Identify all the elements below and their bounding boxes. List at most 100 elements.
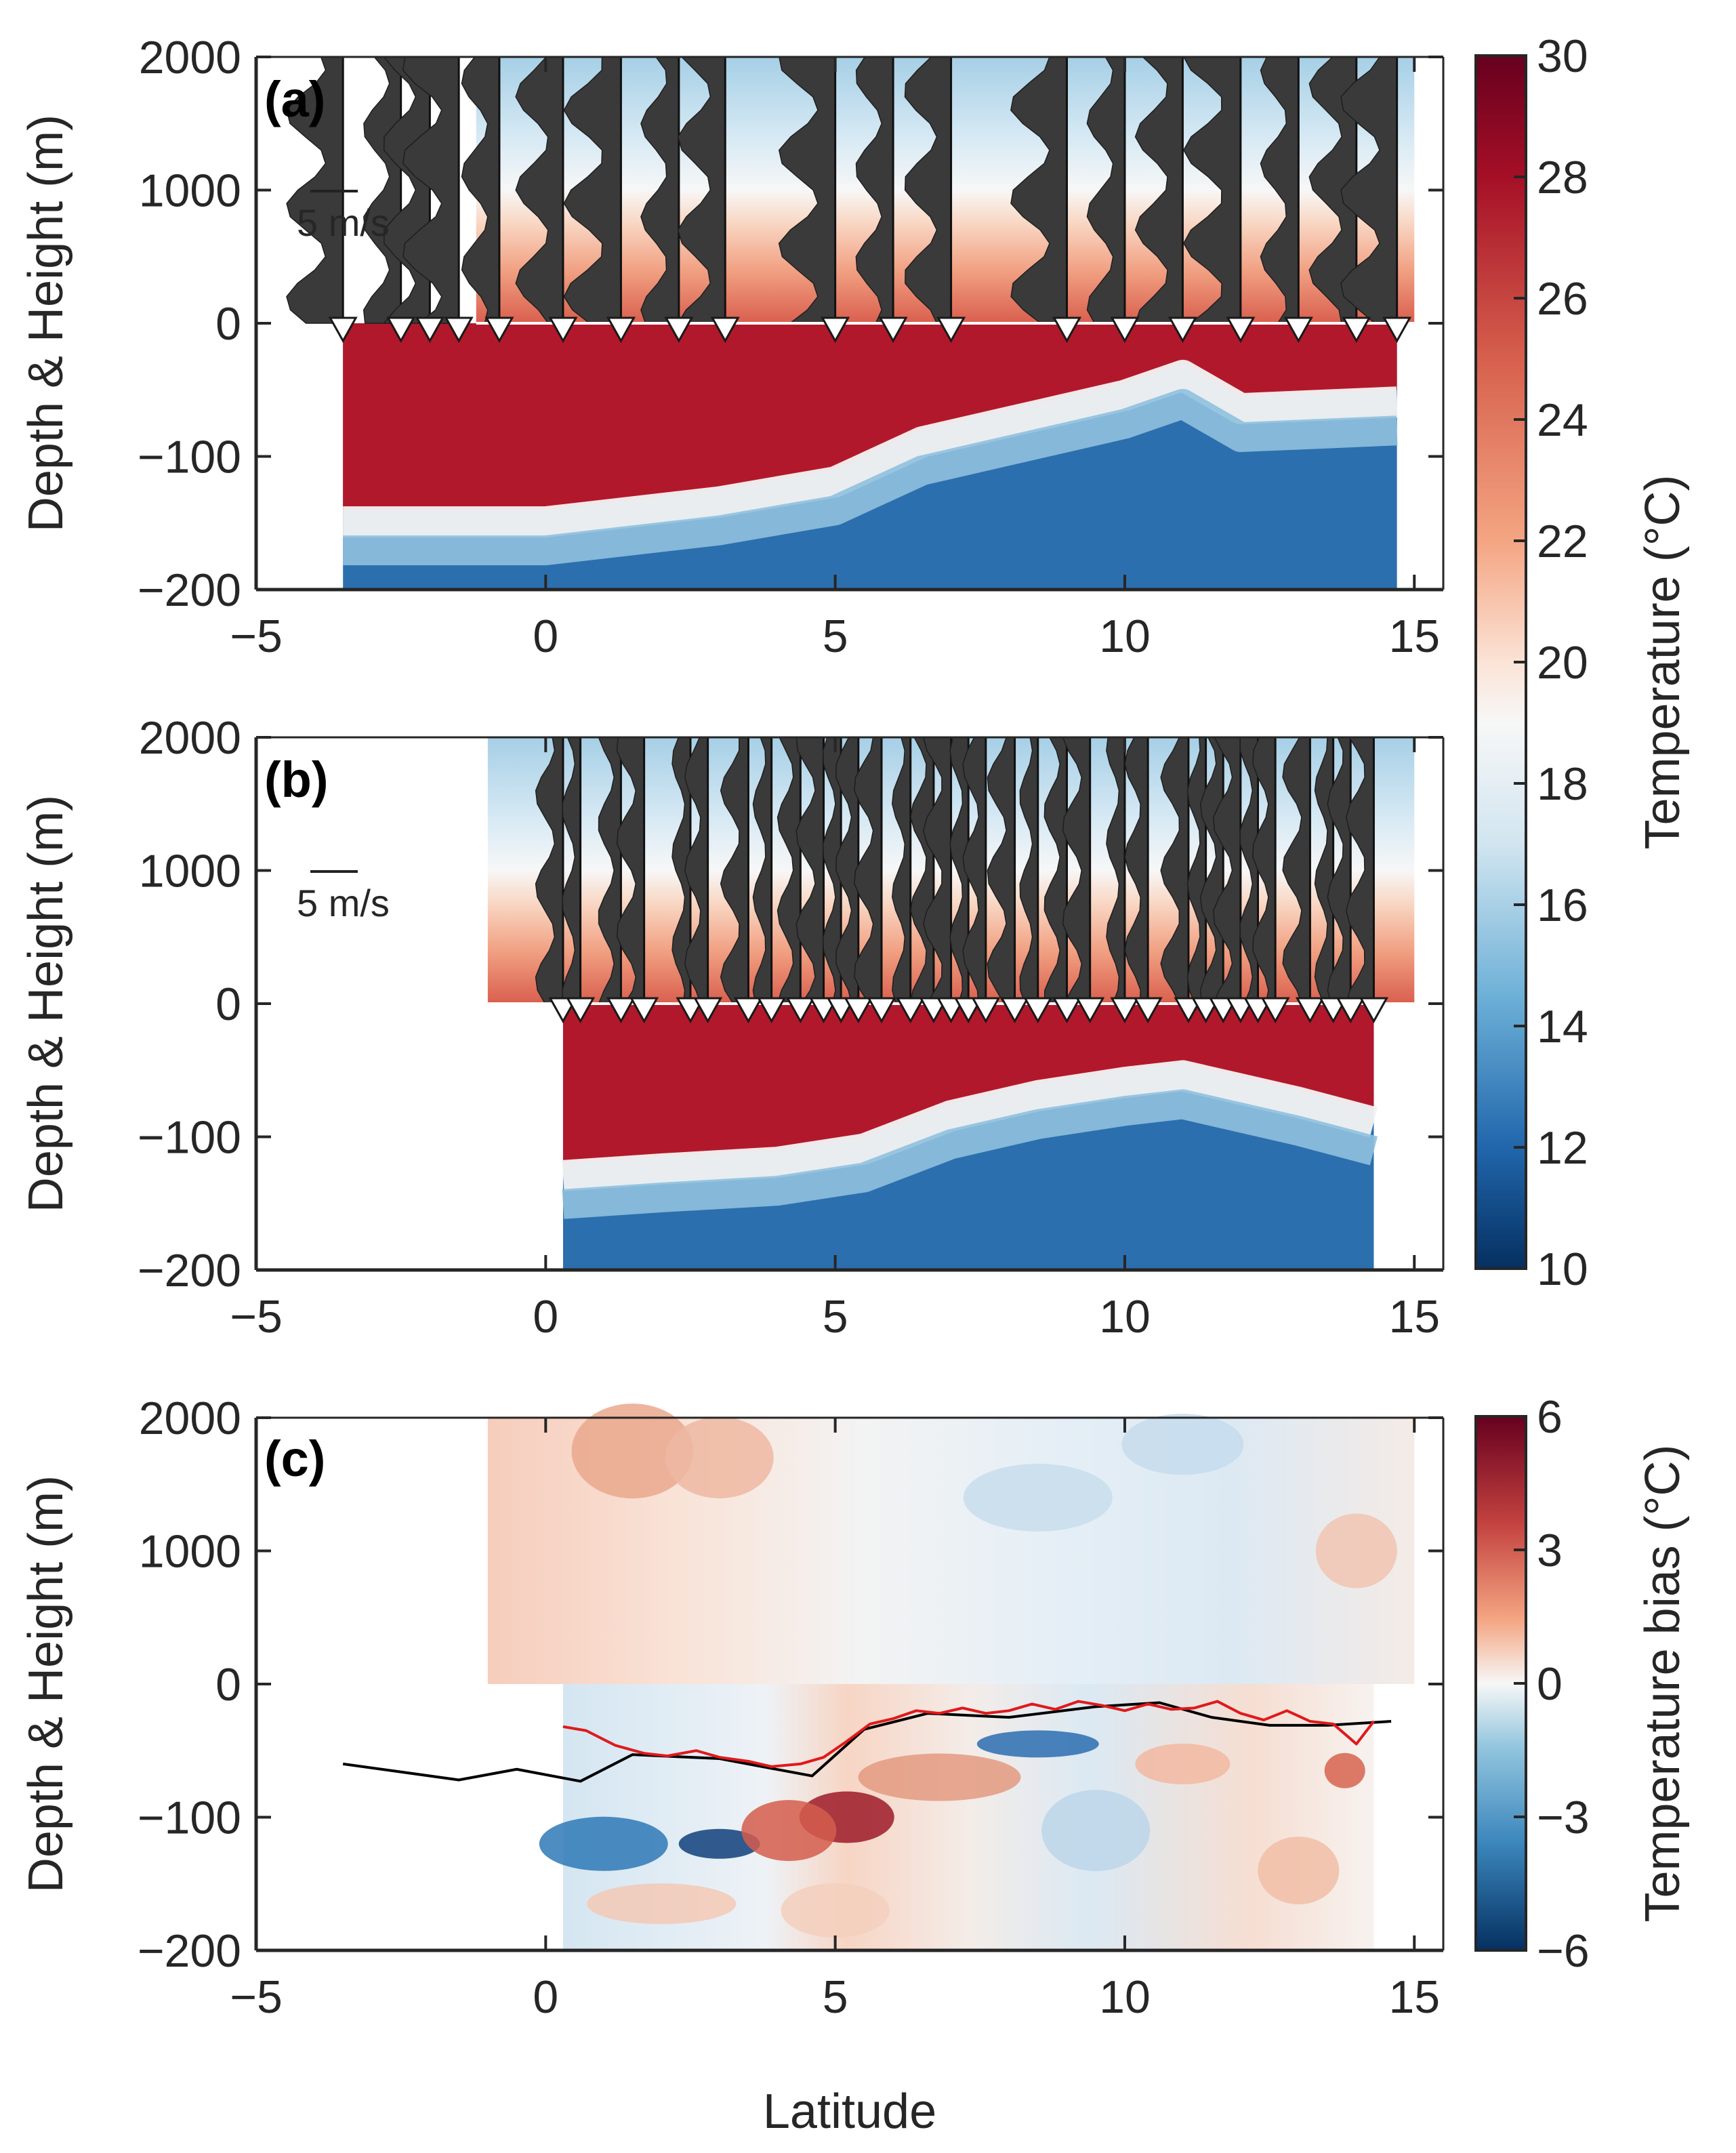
wind-profile bbox=[1124, 737, 1149, 1004]
profile-triangle bbox=[1000, 997, 1030, 1024]
bias-blob bbox=[781, 1883, 890, 1938]
wind-profile bbox=[1212, 737, 1241, 1004]
y-tick-label: 2000 bbox=[139, 1393, 241, 1444]
colorbar-tick-label: 24 bbox=[1537, 394, 1588, 446]
wind-profile bbox=[904, 56, 952, 324]
bias-blob bbox=[741, 1800, 837, 1862]
bias-blob bbox=[539, 1816, 668, 1871]
x-tick-label: 15 bbox=[1388, 1291, 1440, 1342]
colorbar-tick-label: 6 bbox=[1537, 1391, 1563, 1443]
wind-profile bbox=[1010, 56, 1068, 324]
wind-profile bbox=[563, 56, 622, 324]
y-tick-label: 2000 bbox=[139, 32, 241, 83]
wind-profile bbox=[1182, 56, 1241, 324]
wind-profile bbox=[962, 737, 987, 1004]
wind-profile bbox=[515, 56, 564, 324]
profile-triangle bbox=[1295, 997, 1325, 1024]
y-tick-label: 0 bbox=[215, 1659, 241, 1710]
profile-triangle bbox=[1075, 997, 1105, 1024]
profile-triangle bbox=[733, 997, 763, 1024]
profile-triangle bbox=[867, 997, 896, 1024]
colorbar-tick-label: 20 bbox=[1537, 637, 1588, 689]
wind-profile bbox=[1308, 56, 1357, 324]
profile-triangle bbox=[1283, 316, 1313, 344]
x-tick-label: 15 bbox=[1388, 1971, 1440, 2023]
wind-profile bbox=[1134, 56, 1184, 324]
y-axis-label-b: Depth & Height (m) bbox=[19, 795, 73, 1212]
profile-triangle bbox=[919, 997, 949, 1024]
bias-blob bbox=[1121, 1414, 1244, 1475]
profile-triangle bbox=[1260, 997, 1290, 1024]
profile-triangle bbox=[936, 316, 966, 344]
wind-profile bbox=[363, 56, 402, 324]
wind-profile bbox=[795, 737, 825, 1004]
wind-profile bbox=[1252, 737, 1276, 1004]
wind-profile bbox=[720, 737, 749, 1004]
profile-triangle bbox=[1226, 997, 1256, 1024]
colorbar-tick-label: 22 bbox=[1537, 516, 1588, 567]
profile-triangle bbox=[821, 316, 850, 344]
bias-blob bbox=[1258, 1837, 1340, 1905]
bias-blob bbox=[858, 1753, 1021, 1801]
y-tick-label: −100 bbox=[138, 1112, 241, 1164]
panel-label-a: (a) bbox=[264, 71, 325, 127]
wind-profile bbox=[891, 737, 911, 1004]
y-tick-label: 0 bbox=[215, 298, 241, 350]
wind-profile bbox=[854, 737, 882, 1004]
bias-blob bbox=[587, 1883, 737, 1925]
profile-triangle bbox=[1336, 997, 1365, 1024]
profile-triangle bbox=[1052, 316, 1082, 344]
profile-triangle bbox=[606, 316, 636, 344]
wind-profile bbox=[778, 56, 836, 324]
colorbar-temperature: 30 28 26 24 22 20 18 16 14 12 10 bbox=[1474, 30, 1588, 1295]
wind-profile bbox=[752, 737, 772, 1004]
profile-triangle bbox=[484, 316, 514, 344]
profile-triangle bbox=[606, 997, 636, 1024]
series-line-red bbox=[562, 1700, 1376, 1768]
wind-profile bbox=[1019, 737, 1039, 1004]
profile-triangle bbox=[878, 316, 908, 344]
x-tick-label: −5 bbox=[230, 611, 283, 662]
wind-profile bbox=[1260, 56, 1300, 324]
y-axis-label-a: Depth & Height (m) bbox=[19, 115, 73, 532]
wind-profile bbox=[616, 737, 645, 1004]
y-tick-label: 0 bbox=[215, 979, 241, 1030]
bias-blob bbox=[1041, 1790, 1151, 1872]
x-tick-label: 10 bbox=[1099, 1291, 1151, 1342]
wind-profile bbox=[1340, 56, 1398, 324]
colorbar-tick-label: 3 bbox=[1537, 1525, 1563, 1576]
wind-profile bbox=[1186, 737, 1207, 1004]
panel-a: 2000 1000 0 −100 −200−5 0 5 10 15 bbox=[138, 32, 1445, 662]
colorbar-tick-label: 0 bbox=[1537, 1658, 1563, 1710]
wind-profile bbox=[1282, 737, 1311, 1004]
x-tick-label: −5 bbox=[230, 1971, 283, 2023]
profile-triangle bbox=[785, 997, 815, 1024]
profile-triangle bbox=[896, 997, 926, 1024]
ocean-thermocline bbox=[343, 359, 1398, 538]
profile-triangle bbox=[757, 997, 787, 1024]
colorbar-tick-label: 10 bbox=[1537, 1244, 1588, 1295]
y-tick-label: 1000 bbox=[139, 165, 241, 217]
series-line-black bbox=[342, 1701, 1392, 1783]
profile-triangle bbox=[1167, 316, 1197, 344]
colorbar-temperature-label: Temperature (°C) bbox=[1636, 475, 1690, 850]
wind-scale-label-b: 5 m/s bbox=[297, 882, 390, 924]
profile-triangle bbox=[1319, 997, 1348, 1024]
colorbar-tick-label: −6 bbox=[1537, 1925, 1590, 1977]
y-tick-label: −200 bbox=[138, 565, 241, 616]
wind-profile bbox=[461, 56, 500, 324]
profile-triangle bbox=[676, 997, 705, 1024]
profile-triangle bbox=[936, 997, 966, 1024]
x-tick-label: 5 bbox=[823, 1971, 848, 2023]
bias-blob bbox=[665, 1416, 774, 1498]
profile-triangle bbox=[548, 316, 578, 344]
bias-blob bbox=[1324, 1752, 1365, 1788]
profile-triangle bbox=[1110, 316, 1140, 344]
wind-profile bbox=[1160, 737, 1189, 1004]
wind-profile bbox=[1345, 737, 1375, 1004]
profile-triangle bbox=[1342, 316, 1371, 344]
wind-profile bbox=[822, 737, 842, 1004]
panel-label-c: (c) bbox=[264, 1431, 325, 1487]
profile-triangle bbox=[1243, 997, 1273, 1024]
